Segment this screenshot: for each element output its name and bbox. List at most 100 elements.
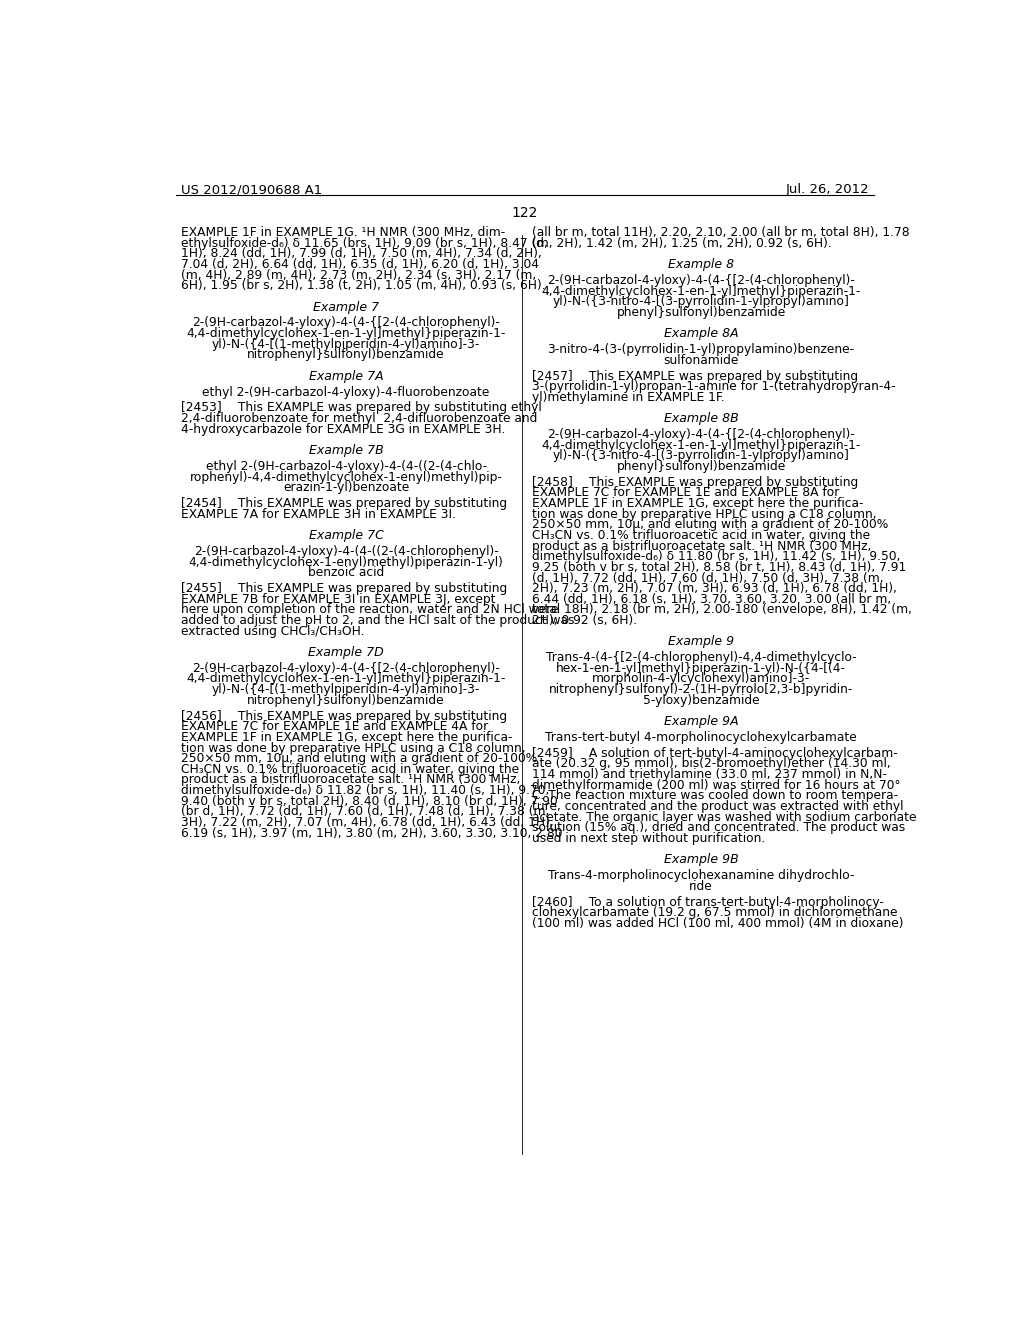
- Text: [2453]  This EXAMPLE was prepared by substituting ethyl: [2453] This EXAMPLE was prepared by subs…: [180, 401, 542, 414]
- Text: 4,4-dimethylcyclohex-1-en-1-yl]methyl}piperazin-1-: 4,4-dimethylcyclohex-1-en-1-yl]methyl}pi…: [542, 285, 861, 297]
- Text: (m, 2H), 1.42 (m, 2H), 1.25 (m, 2H), 0.92 (s, 6H).: (m, 2H), 1.42 (m, 2H), 1.25 (m, 2H), 0.9…: [531, 236, 831, 249]
- Text: 3H), 7.22 (m, 2H), 7.07 (m, 4H), 6.78 (dd, 1H), 6.43 (dd, 1H),: 3H), 7.22 (m, 2H), 7.07 (m, 4H), 6.78 (d…: [180, 816, 553, 829]
- Text: 2-(9H-carbazol-4-yloxy)-4-(4-{[2-(4-chlorophenyl)-: 2-(9H-carbazol-4-yloxy)-4-(4-{[2-(4-chlo…: [193, 317, 500, 330]
- Text: extracted using CHCl₃/CH₃OH.: extracted using CHCl₃/CH₃OH.: [180, 624, 365, 638]
- Text: [2454]  This EXAMPLE was prepared by substituting: [2454] This EXAMPLE was prepared by subs…: [180, 498, 507, 510]
- Text: Trans-4-(4-{[2-(4-chlorophenyl)-4,4-dimethylcyclo-: Trans-4-(4-{[2-(4-chlorophenyl)-4,4-dime…: [546, 651, 856, 664]
- Text: ture, concentrated and the product was extracted with ethyl: ture, concentrated and the product was e…: [531, 800, 903, 813]
- Text: (all br m, total 11H), 2.20, 2.10, 2.00 (all br m, total 8H), 1.78: (all br m, total 11H), 2.20, 2.10, 2.00 …: [531, 226, 909, 239]
- Text: 5-yloxy)benzamide: 5-yloxy)benzamide: [643, 694, 760, 706]
- Text: dimethylsulfoxide-d₆) δ 11.80 (br s, 1H), 11.42 (s, 1H), 9.50,: dimethylsulfoxide-d₆) δ 11.80 (br s, 1H)…: [531, 550, 900, 564]
- Text: 2H), 7.23 (m, 2H), 7.07 (m, 3H), 6.93 (d, 1H), 6.78 (dd, 1H),: 2H), 7.23 (m, 2H), 7.07 (m, 3H), 6.93 (d…: [531, 582, 897, 595]
- Text: rophenyl)-4,4-dimethylcyclohex-1-enyl)methyl)pip-: rophenyl)-4,4-dimethylcyclohex-1-enyl)me…: [189, 470, 503, 483]
- Text: 4,4-dimethylcyclohex-1-en-1-yl]methyl}piperazin-1-: 4,4-dimethylcyclohex-1-en-1-yl]methyl}pi…: [542, 438, 861, 451]
- Text: EXAMPLE 7B for EXAMPLE 3I in EXAMPLE 3J, except: EXAMPLE 7B for EXAMPLE 3I in EXAMPLE 3J,…: [180, 593, 496, 606]
- Text: Example 8: Example 8: [668, 257, 734, 271]
- Text: Example 7A: Example 7A: [309, 370, 383, 383]
- Text: (100 ml) was added HCl (100 ml, 400 mmol) (4M in dioxane): (100 ml) was added HCl (100 ml, 400 mmol…: [531, 917, 903, 929]
- Text: here upon completion of the reaction, water and 2N HCl were: here upon completion of the reaction, wa…: [180, 603, 558, 616]
- Text: yl)-N-({4-[(1-methylpiperidin-4-yl)amino]-3-: yl)-N-({4-[(1-methylpiperidin-4-yl)amino…: [212, 338, 480, 351]
- Text: 9.40 (both v br s, total 2H), 8.40 (d, 1H), 8.10 (br d, 1H), 7.90: 9.40 (both v br s, total 2H), 8.40 (d, 1…: [180, 795, 557, 808]
- Text: sulfonamide: sulfonamide: [664, 354, 738, 367]
- Text: 250×50 mm, 10μ, and eluting with a gradient of 20-100%: 250×50 mm, 10μ, and eluting with a gradi…: [531, 519, 888, 532]
- Text: 4-hydroxycarbazole for EXAMPLE 3G in EXAMPLE 3H.: 4-hydroxycarbazole for EXAMPLE 3G in EXA…: [180, 422, 505, 436]
- Text: 6H), 1.95 (br s, 2H), 1.38 (t, 2H), 1.05 (m, 4H), 0.93 (s, 6H).: 6H), 1.95 (br s, 2H), 1.38 (t, 2H), 1.05…: [180, 280, 546, 292]
- Text: 4,4-dimethylcyclohex-1-en-1-yl]methyl}piperazin-1-: 4,4-dimethylcyclohex-1-en-1-yl]methyl}pi…: [186, 327, 506, 341]
- Text: [2459]  A solution of tert-butyl-4-aminocyclohexylcarbam-: [2459] A solution of tert-butyl-4-aminoc…: [531, 747, 897, 760]
- Text: dimethylformamide (200 ml) was stirred for 16 hours at 70°: dimethylformamide (200 ml) was stirred f…: [531, 779, 900, 792]
- Text: product as a bistrifluoroacetate salt. ¹H NMR (300 MHz,: product as a bistrifluoroacetate salt. ¹…: [180, 774, 520, 787]
- Text: (m, 4H), 2.89 (m, 4H), 2.73 (m, 2H), 2.34 (s, 3H), 2.17 (m,: (m, 4H), 2.89 (m, 4H), 2.73 (m, 2H), 2.3…: [180, 269, 536, 281]
- Text: Example 7B: Example 7B: [309, 444, 384, 457]
- Text: US 2012/0190688 A1: US 2012/0190688 A1: [180, 183, 322, 197]
- Text: 9.25 (both v br s, total 2H), 8.58 (br t, 1H), 8.43 (d, 1H), 7.91: 9.25 (both v br s, total 2H), 8.58 (br t…: [531, 561, 906, 574]
- Text: [2455]  This EXAMPLE was prepared by substituting: [2455] This EXAMPLE was prepared by subs…: [180, 582, 507, 595]
- Text: nitrophenyl}sulfonyl)benzamide: nitrophenyl}sulfonyl)benzamide: [248, 348, 445, 362]
- Text: Example 9: Example 9: [668, 635, 734, 648]
- Text: yl)-N-({4-[(1-methylpiperidin-4-yl)amino]-3-: yl)-N-({4-[(1-methylpiperidin-4-yl)amino…: [212, 682, 480, 696]
- Text: 4,4-dimethylcyclohex-1-en-1-yl]methyl}piperazin-1-: 4,4-dimethylcyclohex-1-en-1-yl]methyl}pi…: [186, 672, 506, 685]
- Text: Example 9A: Example 9A: [664, 715, 738, 727]
- Text: phenyl}sulfonyl)benzamide: phenyl}sulfonyl)benzamide: [616, 306, 785, 319]
- Text: EXAMPLE 1F in EXAMPLE 1G, except here the purifica-: EXAMPLE 1F in EXAMPLE 1G, except here th…: [531, 498, 863, 510]
- Text: CH₃CN vs. 0.1% trifluoroacetic acid in water, giving the: CH₃CN vs. 0.1% trifluoroacetic acid in w…: [180, 763, 519, 776]
- Text: 2-(9H-carbazol-4-yloxy)-4-(4-{[2-(4-chlorophenyl)-: 2-(9H-carbazol-4-yloxy)-4-(4-{[2-(4-chlo…: [547, 275, 855, 286]
- Text: acetate. The organic layer was washed with sodium carbonate: acetate. The organic layer was washed wi…: [531, 810, 916, 824]
- Text: added to adjust the pH to 2, and the HCl salt of the product was: added to adjust the pH to 2, and the HCl…: [180, 614, 574, 627]
- Text: Example 7D: Example 7D: [308, 645, 384, 659]
- Text: [2458]  This EXAMPLE was prepared by substituting: [2458] This EXAMPLE was prepared by subs…: [531, 477, 858, 488]
- Text: Jul. 26, 2012: Jul. 26, 2012: [785, 183, 869, 197]
- Text: erazin-1-yl)benzoate: erazin-1-yl)benzoate: [283, 482, 410, 494]
- Text: 7.04 (d, 2H), 6.64 (dd, 1H), 6.35 (d, 1H), 6.20 (d, 1H), 3.04: 7.04 (d, 2H), 6.64 (dd, 1H), 6.35 (d, 1H…: [180, 257, 539, 271]
- Text: 6.19 (s, 1H), 3.97 (m, 1H), 3.80 (m, 2H), 3.60, 3.30, 3.10, 2.80: 6.19 (s, 1H), 3.97 (m, 1H), 3.80 (m, 2H)…: [180, 826, 562, 840]
- Text: yl)methylamine in EXAMPLE 1F.: yl)methylamine in EXAMPLE 1F.: [531, 391, 725, 404]
- Text: 4,4-dimethylcyclohex-1-enyl)methyl)piperazin-1-yl): 4,4-dimethylcyclohex-1-enyl)methyl)piper…: [188, 556, 504, 569]
- Text: Trans-tert-butyl 4-morpholinocyclohexylcarbamate: Trans-tert-butyl 4-morpholinocyclohexylc…: [545, 731, 857, 744]
- Text: (br d, 1H), 7.72 (dd, 1H), 7.60 (d, 1H), 7.48 (d, 1H), 7.38 (m,: (br d, 1H), 7.72 (dd, 1H), 7.60 (d, 1H),…: [180, 805, 549, 818]
- Text: 2-(9H-carbazol-4-yloxy)-4-(4-{[2-(4-chlorophenyl)-: 2-(9H-carbazol-4-yloxy)-4-(4-{[2-(4-chlo…: [193, 661, 500, 675]
- Text: ate (20.32 g, 95 mmol), bis(2-bromoethyl)ether (14.30 ml,: ate (20.32 g, 95 mmol), bis(2-bromoethyl…: [531, 758, 891, 771]
- Text: EXAMPLE 1F in EXAMPLE 1G, except here the purifica-: EXAMPLE 1F in EXAMPLE 1G, except here th…: [180, 731, 512, 744]
- Text: CH₃CN vs. 0.1% trifluoroacetic acid in water, giving the: CH₃CN vs. 0.1% trifluoroacetic acid in w…: [531, 529, 870, 543]
- Text: 3-(pyrrolidin-1-yl)propan-1-amine for 1-(tetrahydropyran-4-: 3-(pyrrolidin-1-yl)propan-1-amine for 1-…: [531, 380, 895, 393]
- Text: EXAMPLE 1F in EXAMPLE 1G. ¹H NMR (300 MHz, dim-: EXAMPLE 1F in EXAMPLE 1G. ¹H NMR (300 MH…: [180, 226, 505, 239]
- Text: hex-1-en-1-yl]methyl}piperazin-1-yl)-N-({4-[(4-: hex-1-en-1-yl]methyl}piperazin-1-yl)-N-(…: [556, 661, 846, 675]
- Text: Example 7C: Example 7C: [308, 529, 384, 543]
- Text: solution (15% aq.), dried and concentrated. The product was: solution (15% aq.), dried and concentrat…: [531, 821, 905, 834]
- Text: yl)-N-({3-nitro-4-[(3-pyrrolidin-1-ylpropyl)amino]: yl)-N-({3-nitro-4-[(3-pyrrolidin-1-ylpro…: [553, 296, 850, 309]
- Text: yl)-N-({3-nitro-4-[(3-pyrrolidin-1-ylpropyl)amino]: yl)-N-({3-nitro-4-[(3-pyrrolidin-1-ylpro…: [553, 449, 850, 462]
- Text: 2-(9H-carbazol-4-yloxy)-4-(4-{[2-(4-chlorophenyl)-: 2-(9H-carbazol-4-yloxy)-4-(4-{[2-(4-chlo…: [547, 428, 855, 441]
- Text: 6.44 (dd, 1H), 6.18 (s, 1H), 3.70, 3.60, 3.20. 3.00 (all br m,: 6.44 (dd, 1H), 6.18 (s, 1H), 3.70, 3.60,…: [531, 593, 891, 606]
- Text: EXAMPLE 7C for EXAMPLE 1E and EXAMPLE 8A for: EXAMPLE 7C for EXAMPLE 1E and EXAMPLE 8A…: [531, 487, 839, 499]
- Text: Example 7: Example 7: [313, 301, 379, 314]
- Text: Example 8B: Example 8B: [664, 412, 738, 425]
- Text: 3-nitro-4-(3-(pyrrolidin-1-yl)propylamino)benzene-: 3-nitro-4-(3-(pyrrolidin-1-yl)propylamin…: [548, 343, 855, 356]
- Text: EXAMPLE 7C for EXAMPLE 1E and EXAMPLE 4A for: EXAMPLE 7C for EXAMPLE 1E and EXAMPLE 4A…: [180, 721, 488, 734]
- Text: ethyl 2-(9H-carbazol-4-yloxy)-4-(4-((2-(4-chlo-: ethyl 2-(9H-carbazol-4-yloxy)-4-(4-((2-(…: [206, 459, 486, 473]
- Text: ethylsulfoxide-d₆) δ 11.65 (brs, 1H), 9.09 (br s, 1H), 8.47 (d,: ethylsulfoxide-d₆) δ 11.65 (brs, 1H), 9.…: [180, 236, 548, 249]
- Text: used in next step without purification.: used in next step without purification.: [531, 832, 765, 845]
- Text: Trans-4-morpholinocyclohexanamine dihydrochlo-: Trans-4-morpholinocyclohexanamine dihydr…: [548, 869, 854, 882]
- Text: 250×50 mm, 10μ, and eluting with a gradient of 20-100%: 250×50 mm, 10μ, and eluting with a gradi…: [180, 752, 537, 766]
- Text: Example 9B: Example 9B: [664, 853, 738, 866]
- Text: [2456]  This EXAMPLE was prepared by substituting: [2456] This EXAMPLE was prepared by subs…: [180, 710, 507, 722]
- Text: dimethylsulfoxide-d₆) δ 11.82 (br s, 1H), 11.40 (s, 1H), 9.70,: dimethylsulfoxide-d₆) δ 11.82 (br s, 1H)…: [180, 784, 549, 797]
- Text: EXAMPLE 7A for EXAMPLE 3H in EXAMPLE 3I.: EXAMPLE 7A for EXAMPLE 3H in EXAMPLE 3I.: [180, 508, 456, 521]
- Text: 2-(9H-carbazol-4-yloxy)-4-(4-((2-(4-chlorophenyl)-: 2-(9H-carbazol-4-yloxy)-4-(4-((2-(4-chlo…: [194, 545, 499, 558]
- Text: ride: ride: [689, 879, 713, 892]
- Text: benzoic acid: benzoic acid: [308, 566, 384, 579]
- Text: ethyl 2-(9H-carbazol-4-yloxy)-4-fluorobenzoate: ethyl 2-(9H-carbazol-4-yloxy)-4-fluorobe…: [203, 385, 489, 399]
- Text: tion was done by preparative HPLC using a C18 column,: tion was done by preparative HPLC using …: [180, 742, 525, 755]
- Text: Example 8A: Example 8A: [664, 327, 738, 341]
- Text: 2H), 0.92 (s, 6H).: 2H), 0.92 (s, 6H).: [531, 614, 637, 627]
- Text: nitrophenyl}sulfonyl)benzamide: nitrophenyl}sulfonyl)benzamide: [248, 694, 445, 706]
- Text: 1H), 8.24 (dd, 1H), 7.99 (d, 1H), 7.50 (m, 4H), 7.34 (d, 2H),: 1H), 8.24 (dd, 1H), 7.99 (d, 1H), 7.50 (…: [180, 247, 542, 260]
- Text: total 18H), 2.18 (br m, 2H), 2.00-180 (envelope, 8H), 1.42 (m,: total 18H), 2.18 (br m, 2H), 2.00-180 (e…: [531, 603, 911, 616]
- Text: 122: 122: [512, 206, 538, 220]
- Text: morpholin-4-ylcyclohexyl)amino]-3-: morpholin-4-ylcyclohexyl)amino]-3-: [592, 672, 810, 685]
- Text: [2457]  This EXAMPLE was prepared by substituting: [2457] This EXAMPLE was prepared by subs…: [531, 370, 858, 383]
- Text: (d, 1H), 7.72 (dd, 1H), 7.60 (d, 1H), 7.50 (d, 3H), 7.38 (m,: (d, 1H), 7.72 (dd, 1H), 7.60 (d, 1H), 7.…: [531, 572, 884, 585]
- Text: phenyl}sulfonyl)benzamide: phenyl}sulfonyl)benzamide: [616, 459, 785, 473]
- Text: 114 mmol) and triethylamine (33.0 ml, 237 mmol) in N,N-: 114 mmol) and triethylamine (33.0 ml, 23…: [531, 768, 887, 781]
- Text: C. The reaction mixture was cooled down to room tempera-: C. The reaction mixture was cooled down …: [531, 789, 898, 803]
